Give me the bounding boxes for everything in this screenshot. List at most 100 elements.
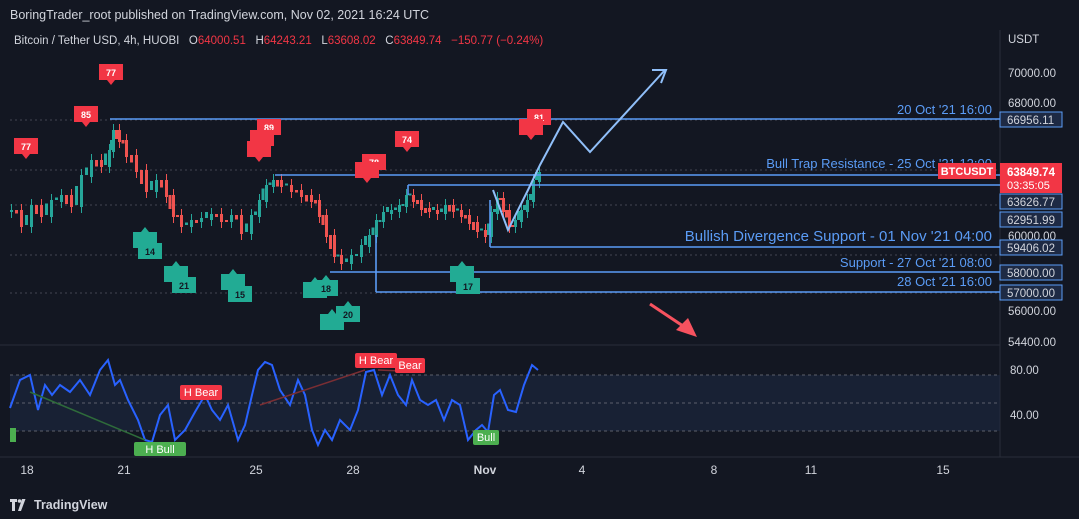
candle-body <box>505 210 508 218</box>
svg-text:Bear: Bear <box>398 360 422 372</box>
candle-body <box>215 214 218 217</box>
down-arrow-head <box>676 318 697 337</box>
candle-body <box>130 155 133 163</box>
green-markers[interactable]: 14 21 15 18 20 17 <box>133 227 480 330</box>
rsi-oversold-marker[interactable]: 17 <box>456 273 480 294</box>
candle-body <box>398 205 401 212</box>
candle-body <box>235 215 238 220</box>
time-tick: 21 <box>117 463 131 477</box>
candle-body <box>535 172 538 180</box>
candle-body <box>195 220 198 223</box>
footer: TradingView <box>0 490 1079 519</box>
candle-body <box>408 193 412 196</box>
osc-bull-label-cut[interactable] <box>10 428 16 442</box>
rsi-overbought-marker-stack[interactable] <box>250 130 274 151</box>
candle-body <box>314 200 317 204</box>
rsi-oversold-marker[interactable]: 20 <box>336 301 360 322</box>
candle-body <box>230 215 233 222</box>
open-label: O <box>188 35 198 47</box>
close-value: 63849.74 <box>393 35 442 47</box>
candle-body <box>340 255 343 264</box>
publish-header: BoringTrader_root published on TradingVi… <box>0 0 1079 30</box>
osc-bear-label[interactable]: Bear <box>395 358 425 373</box>
candle-body <box>511 225 514 227</box>
candle-body <box>125 140 128 157</box>
rsi-overbought-marker[interactable]: 85 <box>74 106 98 127</box>
osc-axis[interactable]: 80.00 40.00 <box>1010 365 1039 422</box>
rsi-overbought-marker[interactable]: 77 <box>14 138 38 159</box>
candle-body <box>502 198 505 212</box>
btc-countdown: 03:35:05 <box>1007 180 1050 192</box>
candle-body <box>538 172 541 182</box>
candle-body <box>394 207 397 210</box>
candle-body <box>55 197 58 200</box>
publish-line: BoringTrader_root published on TradingVi… <box>10 8 429 22</box>
candle-body <box>456 208 459 211</box>
candle-body <box>401 204 405 206</box>
candle-body <box>364 236 367 245</box>
label-support-28: 28 Oct '21 16:00 <box>897 274 992 289</box>
projection-path[interactable] <box>492 69 666 233</box>
candle-body <box>452 205 455 212</box>
candle-body <box>416 200 419 204</box>
candle-body <box>325 215 328 237</box>
candle-body <box>295 190 298 193</box>
rsi-oversold-marker[interactable]: 18 <box>314 275 338 296</box>
candle-body <box>517 211 520 220</box>
candle-body <box>345 258 348 262</box>
candle-body <box>444 205 447 214</box>
candle-body <box>112 130 115 152</box>
svg-text:18: 18 <box>321 284 331 294</box>
candle-body <box>60 195 63 202</box>
rsi-overbought-marker[interactable]: 77 <box>99 64 123 85</box>
svg-text:H Bull: H Bull <box>145 444 174 456</box>
candle-body <box>15 210 18 214</box>
symbol-name[interactable]: Bitcoin / Tether USD, 4h, HUOBI <box>14 35 180 47</box>
oscillator-line[interactable] <box>9 357 539 448</box>
currency-selector[interactable]: USDT <box>1008 34 1039 46</box>
candle-body <box>10 210 13 212</box>
candle-body <box>350 255 353 264</box>
candle-body <box>428 208 431 212</box>
osc-tick: 40.00 <box>1010 410 1039 422</box>
open-value: 64000.51 <box>197 35 246 47</box>
btcusdt-badge[interactable]: BTCUSDT 63849.74 03:35:05 <box>938 163 1062 193</box>
svg-text:81: 81 <box>534 113 544 123</box>
svg-text:77: 77 <box>106 68 116 78</box>
candles[interactable] <box>10 124 541 270</box>
rsi-overbought-marker[interactable]: 74 <box>395 131 419 152</box>
high-value: 64243.21 <box>263 35 312 47</box>
candle-body <box>205 212 208 218</box>
candle-body <box>145 170 148 192</box>
projection-arrowhead <box>652 69 668 84</box>
candle-body <box>172 195 175 217</box>
candle-body <box>532 180 535 202</box>
candle-body <box>368 235 371 247</box>
candle-body <box>386 207 389 212</box>
price-axis[interactable]: 70000.00 68000.00 60000.00 56000.00 5440… <box>1008 68 1056 349</box>
rsi-overbought-marker-stack[interactable] <box>519 119 543 140</box>
osc-bull-label[interactable]: Bull <box>473 430 499 445</box>
rsi-overbought-marker-stack[interactable] <box>355 162 379 183</box>
candle-body <box>480 228 483 231</box>
rsi-oversold-marker[interactable]: 21 <box>172 272 196 293</box>
osc-h-bear-label-2[interactable]: H Bear <box>355 353 397 368</box>
rsi-oversold-marker[interactable]: 14 <box>138 238 162 259</box>
candle-body <box>305 195 308 202</box>
osc-h-bear-label-1[interactable]: H Bear <box>180 385 222 400</box>
osc-h-bull-label[interactable]: H Bull <box>134 442 186 456</box>
red-markers[interactable]: 77 85 77 89 78 74 81 <box>14 64 551 183</box>
candle-body <box>261 188 265 200</box>
svg-text:14: 14 <box>145 247 155 257</box>
svg-text:H Bear: H Bear <box>184 387 219 399</box>
candle-body <box>412 195 415 202</box>
rsi-oversold-marker[interactable]: 15 <box>228 281 252 302</box>
candle-body <box>440 208 443 212</box>
price-label: 57000.00 <box>1007 288 1055 300</box>
time-axis[interactable]: 18 21 25 28 Nov 4 8 11 15 <box>20 463 950 477</box>
label-bull-trap: Bull Trap Resistance - 25 Oct '21 12:00 <box>766 156 992 171</box>
candle-body <box>265 185 268 202</box>
candle-body <box>80 175 83 207</box>
down-arrow-shaft[interactable] <box>649 302 687 330</box>
